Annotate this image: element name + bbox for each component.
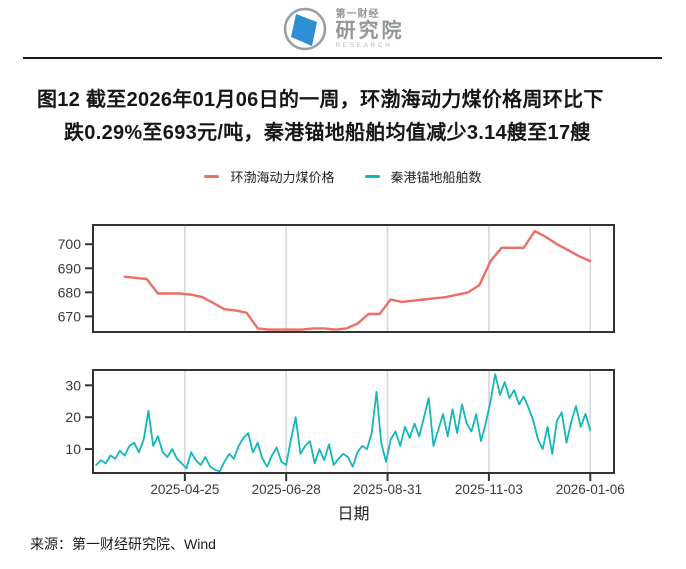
legend-item-price: 环渤海动力煤价格	[204, 167, 335, 186]
header: 第一财经 研究院 RESEARCH	[0, 6, 686, 52]
svg-text:2025-04-25: 2025-04-25	[150, 482, 219, 497]
svg-text:2026-01-06: 2026-01-06	[556, 482, 625, 497]
svg-text:10: 10	[65, 441, 81, 457]
ships-legend-dash-icon	[364, 174, 380, 179]
chart-legend: 环渤海动力煤价格 秦港锚地船舶数	[0, 167, 686, 186]
brand-logo-icon	[283, 7, 326, 51]
svg-text:20: 20	[65, 409, 81, 425]
price-legend-dash-icon	[204, 174, 220, 179]
brand-logo: 第一财经 研究院 RESEARCH	[282, 6, 405, 52]
figure-title-line2: 跌0.29%至693元/吨，秦港锚地船舶均值减少3.14艘至17艘	[64, 122, 591, 144]
ship-count-chart: 10 20 30 2025-04-25 2025-06-28 2025-08-31 2025…	[65, 369, 625, 497]
figure-title: 图12 截至2026年01月06日的一周，环渤海动力煤价格周环比下 跌0.29%…	[37, 84, 668, 150]
svg-text:700: 700	[58, 236, 82, 252]
price-legend-label: 环渤海动力煤价格	[230, 170, 335, 185]
logo-en: RESEARCH	[335, 41, 393, 49]
svg-text:670: 670	[58, 308, 82, 324]
source-note: 来源：第一财经研究院、Wind	[30, 536, 216, 552]
header-divider	[23, 57, 662, 59]
ships-legend-label: 秦港锚地船舶数	[390, 170, 482, 185]
svg-text:30: 30	[65, 377, 81, 393]
svg-text:680: 680	[58, 284, 82, 300]
figure-title-line1: 图12 截至2026年01月06日的一周，环渤海动力煤价格周环比下	[37, 89, 604, 111]
svg-text:2025-08-31: 2025-08-31	[353, 482, 422, 497]
svg-text:2025-06-28: 2025-06-28	[252, 482, 321, 497]
brand-logo-text: 第一财经 研究院 RESEARCH	[336, 9, 405, 50]
svg-text:690: 690	[58, 260, 82, 276]
logo-cn-small: 第一财经	[335, 8, 380, 20]
logo-cn-main: 研究院	[335, 19, 405, 42]
legend-item-ships: 秦港锚地船舶数	[364, 167, 482, 186]
coal-price-chart: 670 680 690 700	[58, 224, 615, 333]
x-axis-title: 日期	[337, 506, 370, 523]
svg-text:2025-11-03: 2025-11-03	[455, 482, 523, 497]
